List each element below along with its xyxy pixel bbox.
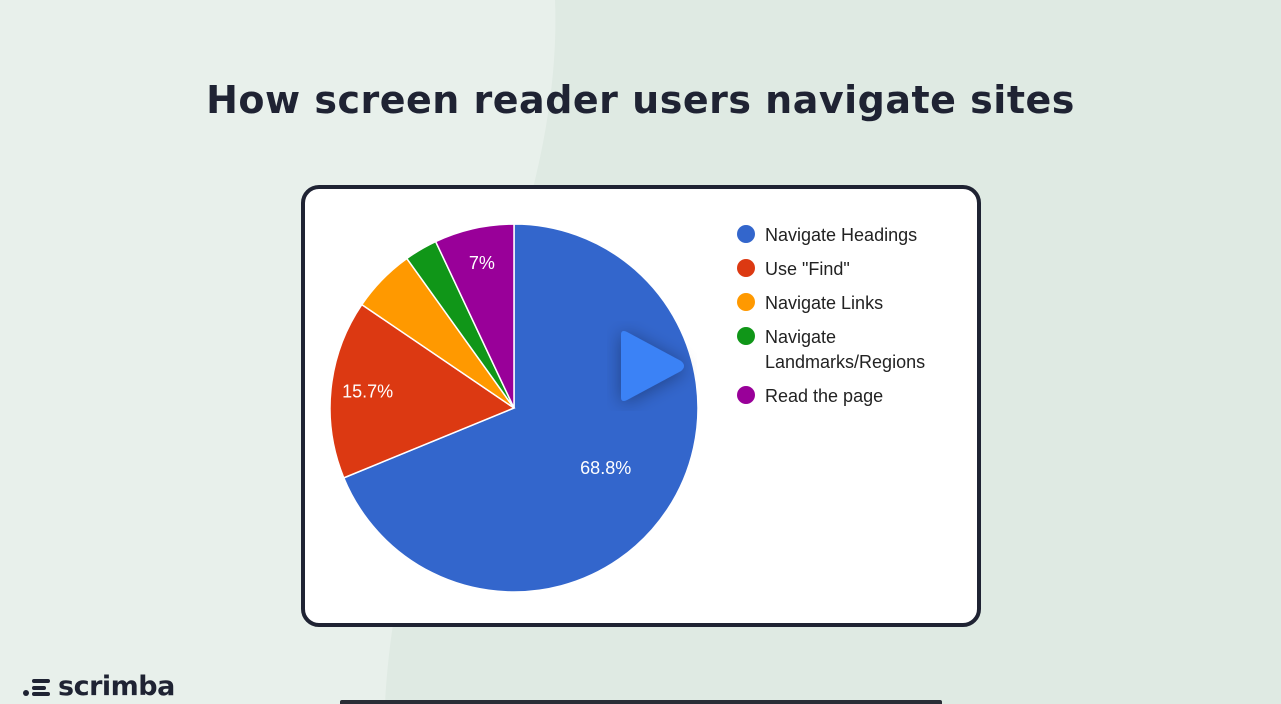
legend-item: Navigate Landmarks/Regions (737, 325, 955, 375)
legend-item: Navigate Headings (737, 223, 955, 248)
legend-swatch (737, 386, 755, 404)
chart-legend: Navigate Headings Use "Find" Navigate Link… (737, 223, 955, 418)
pie-slice-4 (434, 223, 515, 409)
legend-item: Read the page (737, 384, 955, 409)
legend-item: Navigate Links (737, 291, 955, 316)
legend-label: Navigate Landmarks/Regions (765, 327, 926, 372)
pie-slice-label-1: 15.7% (342, 382, 393, 402)
pie-slice-1 (329, 303, 516, 479)
page-title: How screen reader users navigate sites (206, 78, 1075, 122)
legend-label: Use "Find" (765, 259, 850, 279)
legend-swatch (737, 293, 755, 311)
pie-slice-0 (342, 223, 699, 593)
pie-chart: 68.8% 15.7% 7% (329, 223, 699, 593)
legend-item: Use "Find" (737, 257, 955, 282)
logo-text: scrimba (58, 671, 175, 702)
legend-label: Navigate Headings (765, 225, 918, 245)
legend-label: Navigate Links (765, 293, 884, 313)
scrimba-logo[interactable]: scrimba (22, 672, 175, 702)
chart-card: 68.8% 15.7% 7% Navigate Headings Use "Find"… (301, 185, 981, 627)
legend-swatch (737, 225, 755, 243)
bottom-edge-bar (340, 700, 942, 704)
legend-swatch (737, 327, 755, 345)
pie-slice-label-4: 7% (469, 253, 495, 273)
legend-label: Read the page (765, 386, 884, 406)
legend-swatch (737, 259, 755, 277)
play-icon (621, 331, 684, 401)
scrimba-logo-icon (23, 679, 50, 696)
pie-slice-label-0: 68.8% (580, 458, 631, 478)
play-button[interactable] (607, 321, 697, 411)
